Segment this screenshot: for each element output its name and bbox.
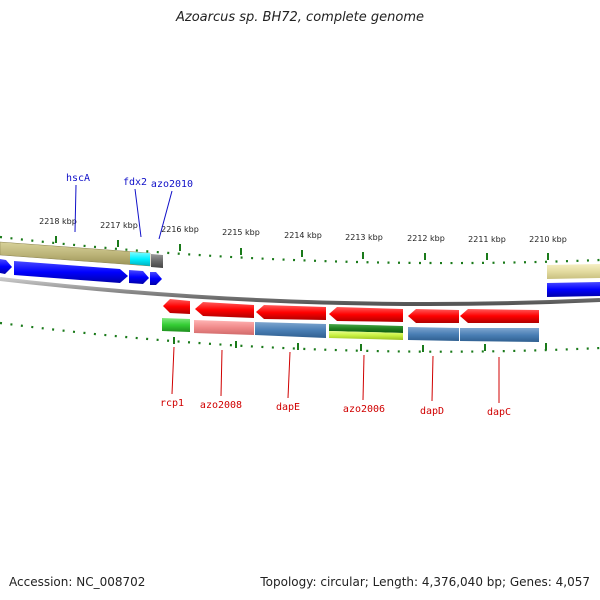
- kbp-label: 2210 kbp: [529, 235, 567, 244]
- kbp-label: 2217 kbp: [100, 221, 138, 230]
- reverse-gene-track: [329, 324, 403, 333]
- reverse-gene-track: [255, 322, 326, 338]
- kbp-labels: 2218 kbp 2217 kbp 2216 kbp 2215 kbp 2214…: [39, 217, 567, 244]
- reverse-gene-label: rcp1: [160, 398, 184, 409]
- reverse-gene-track: [460, 328, 539, 342]
- reverse-gene-arrow: [256, 305, 326, 320]
- reverse-gene-arrow: [408, 309, 459, 323]
- reverse-gene-track: [329, 331, 403, 340]
- forward-gene-track-right: [547, 264, 600, 279]
- kbp-label: 2216 kbp: [161, 225, 199, 234]
- reverse-label-leaders: [171, 346, 500, 403]
- genome-backbone: [0, 277, 600, 306]
- kbp-label: 2211 kbp: [468, 235, 506, 244]
- forward-ruler-dots: [0, 235, 600, 265]
- kbp-label: 2212 kbp: [407, 234, 445, 243]
- forward-gene-arrow: [150, 272, 162, 285]
- kbp-label: 2215 kbp: [222, 228, 260, 237]
- reverse-gene-track: [408, 327, 459, 341]
- forward-gene-arrow: [129, 270, 149, 284]
- kbp-label: 2213 kbp: [345, 233, 383, 242]
- forward-gene-cyan: [130, 252, 150, 266]
- reverse-gene-label: azo2006: [343, 404, 385, 415]
- reverse-ruler-dots: [0, 321, 600, 353]
- accession-text: Accession: NC_008702: [9, 575, 146, 589]
- diagram-title: Azoarcus sp. BH72, complete genome: [175, 10, 425, 25]
- kbp-label: 2214 kbp: [284, 231, 322, 240]
- forward-major-ticks: [55, 236, 549, 260]
- reverse-gene-arrow: [329, 307, 403, 322]
- reverse-gene-label: dapC: [487, 407, 511, 418]
- forward-gene-arrow: [0, 259, 12, 274]
- kbp-label: 2218 kbp: [39, 217, 77, 226]
- forward-gene-label: hscA: [66, 173, 90, 184]
- forward-label-leaders: [74, 184, 173, 240]
- reverse-gene-label: dapD: [420, 406, 444, 417]
- reverse-major-ticks: [173, 337, 547, 352]
- reverse-gene-label: azo2008: [200, 400, 242, 411]
- forward-gene-arrow: [14, 261, 128, 283]
- reverse-gene-label: dapE: [276, 402, 300, 413]
- forward-gene-label: fdx2: [123, 177, 147, 188]
- reverse-gene-arrow: [195, 302, 254, 318]
- reverse-gene-arrow: [460, 309, 539, 323]
- reverse-gene-track: [194, 320, 254, 335]
- forward-gene-label: azo2010: [151, 179, 193, 190]
- reverse-gene-arrow: [163, 299, 190, 314]
- forward-gene-grey: [151, 254, 163, 268]
- genome-summary-text: Topology: circular; Length: 4,376,040 bp…: [260, 575, 590, 589]
- forward-gene-arrow: [547, 282, 600, 297]
- reverse-gene-track: [162, 318, 190, 332]
